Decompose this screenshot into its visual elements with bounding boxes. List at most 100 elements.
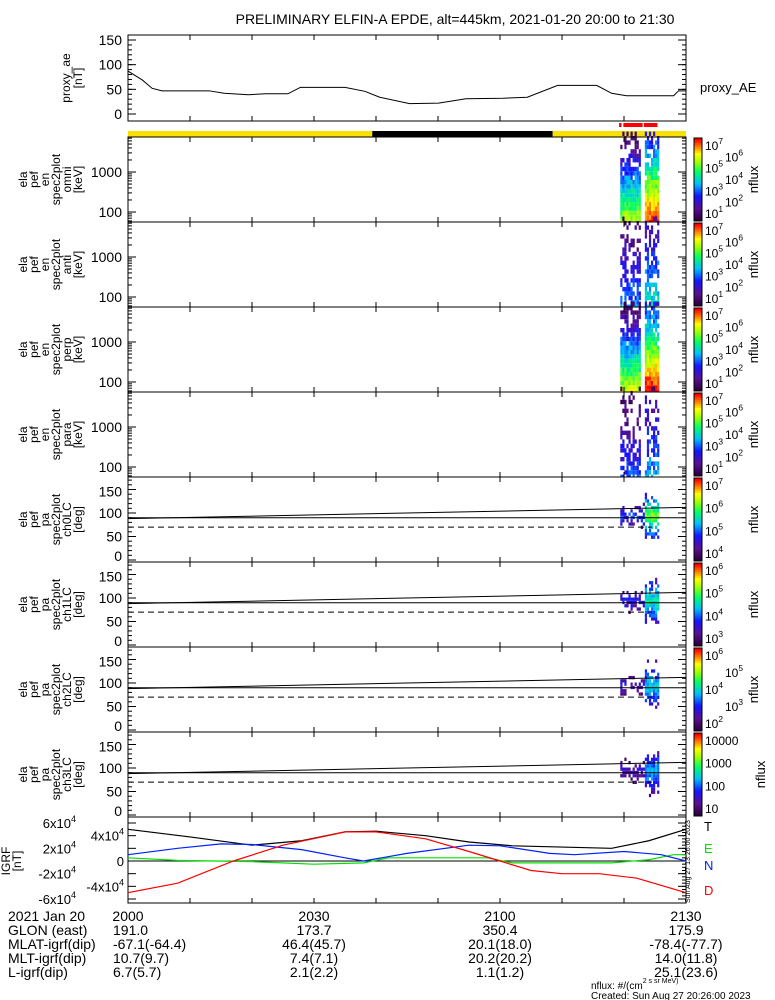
pitch-angle-cell	[644, 679, 648, 683]
spectrogram-cell	[638, 386, 641, 391]
spectrogram-cell	[620, 206, 623, 211]
colorbar-segment	[694, 519, 702, 523]
spectrogram-cell	[626, 358, 629, 364]
panel-axis-label: pa	[38, 513, 52, 527]
spectrogram-cell	[644, 380, 648, 386]
pitch-angle-cell	[626, 597, 629, 601]
pitch-angle-cell	[638, 764, 641, 768]
pitch-angle-cell	[634, 594, 637, 598]
spectrogram-cell	[622, 193, 625, 198]
pitch-angle-cell	[644, 669, 648, 673]
spectrogram-cell	[653, 210, 656, 216]
spectrogram-cell	[650, 350, 654, 355]
spectrogram-cell	[644, 314, 648, 320]
panel-1	[128, 131, 686, 224]
spectrogram-cell	[650, 184, 654, 189]
pitch-angle-cell	[632, 767, 635, 771]
colorbar-segment	[694, 382, 702, 386]
colorbar-segment	[694, 451, 702, 454]
pitch-angle-cell	[622, 597, 625, 601]
spectrogram-cell	[653, 171, 656, 176]
colorbar-segment	[694, 202, 702, 205]
spectrogram-cell	[628, 162, 631, 167]
colorbar-segment	[694, 175, 702, 178]
spectrogram-cell	[622, 341, 625, 346]
spectrogram-cell	[638, 295, 641, 301]
spectrogram-cell	[650, 435, 654, 440]
spectrogram-cell	[624, 430, 627, 435]
colorbar-segment	[694, 759, 702, 763]
spectrogram-cell	[638, 345, 641, 350]
panel-ytick-label: 50	[106, 614, 122, 630]
colorbar-segment	[694, 697, 702, 701]
colorbar-segment	[694, 674, 702, 678]
spectrogram-cell	[646, 385, 650, 390]
footer-value: 350.4	[482, 922, 517, 938]
colorbar-label: 104	[705, 544, 723, 561]
spectrogram-cell	[646, 144, 650, 150]
spectrogram-cell	[655, 341, 658, 346]
pitch-angle-cell	[644, 505, 648, 510]
spectrogram-cell	[626, 282, 629, 287]
spectrogram-cell	[657, 166, 660, 172]
spectrogram-cell	[638, 180, 641, 185]
spectrogram-cell	[636, 332, 639, 337]
colorbar-segment	[694, 218, 702, 222]
spectrogram-cell	[620, 345, 623, 350]
pitch-angle-cell	[648, 587, 652, 591]
colorbar-segment	[694, 281, 702, 284]
pitch-angle-cell	[655, 692, 658, 696]
spectrogram-cell	[630, 269, 633, 274]
pitch-angle-cell	[644, 584, 648, 588]
spectrogram-cell	[622, 380, 625, 386]
colorbar-label: 105	[705, 414, 723, 431]
spectrogram-cell	[648, 372, 652, 377]
spectrogram-cell	[653, 319, 656, 324]
pitch-angle-cell	[653, 604, 656, 608]
colorbar-segment	[694, 589, 702, 593]
panel-ytick-label: 0	[114, 718, 122, 734]
spectrogram-cell	[626, 323, 629, 328]
spectrogram-cell	[655, 256, 658, 261]
colorbar-label: 100	[705, 779, 725, 793]
colorbar-segment	[694, 194, 702, 197]
spectrogram-cell	[632, 149, 635, 154]
pitch-angle-cell	[640, 519, 643, 523]
spectrogram-cell	[626, 184, 629, 189]
pitch-angle-cell	[653, 617, 656, 621]
colorbar-segment	[694, 154, 702, 158]
spectrogram-cell	[636, 247, 639, 252]
spectrogram-cell	[622, 131, 625, 136]
spectrogram-cell	[630, 206, 633, 211]
pitch-angle-cell	[648, 512, 652, 516]
colorbar-segment	[694, 438, 702, 442]
pitch-angle-cell	[650, 757, 654, 761]
colorbar-segment	[694, 403, 702, 406]
panel-ytick-label: 100	[99, 760, 123, 776]
colorbar-segment	[694, 295, 702, 299]
plot-title: PRELIMINARY ELFIN-A EPDE, alt=445km, 202…	[236, 11, 675, 27]
spectrogram-cell	[648, 229, 652, 235]
spectrogram-cell	[653, 323, 656, 328]
colorbar-frame	[693, 307, 703, 392]
spectrogram-cell	[632, 341, 635, 346]
spectrogram-cell	[630, 184, 633, 189]
spectrogram-cell	[638, 452, 641, 457]
pitch-angle-cell	[626, 590, 629, 595]
spectrogram-cell	[630, 310, 633, 315]
igrf-legend-D: D	[704, 883, 713, 898]
pitch-angle-cell	[644, 682, 648, 686]
pitch-angle-cell	[630, 509, 633, 513]
pitch-angle-cell	[630, 522, 633, 526]
colorbar-segment	[694, 786, 702, 790]
spectrogram-cell	[624, 188, 627, 194]
spectrogram-cell	[657, 323, 660, 328]
pitch-angle-cell	[630, 682, 633, 686]
spectrogram-cell	[653, 350, 656, 355]
pitch-angle-cell	[644, 535, 648, 539]
spectrogram-cell	[624, 470, 627, 475]
spectrogram-cell	[634, 385, 637, 390]
colorbar-segment	[694, 399, 702, 402]
colorbar-label: 102	[725, 193, 743, 210]
colorbar-segment	[694, 531, 702, 535]
